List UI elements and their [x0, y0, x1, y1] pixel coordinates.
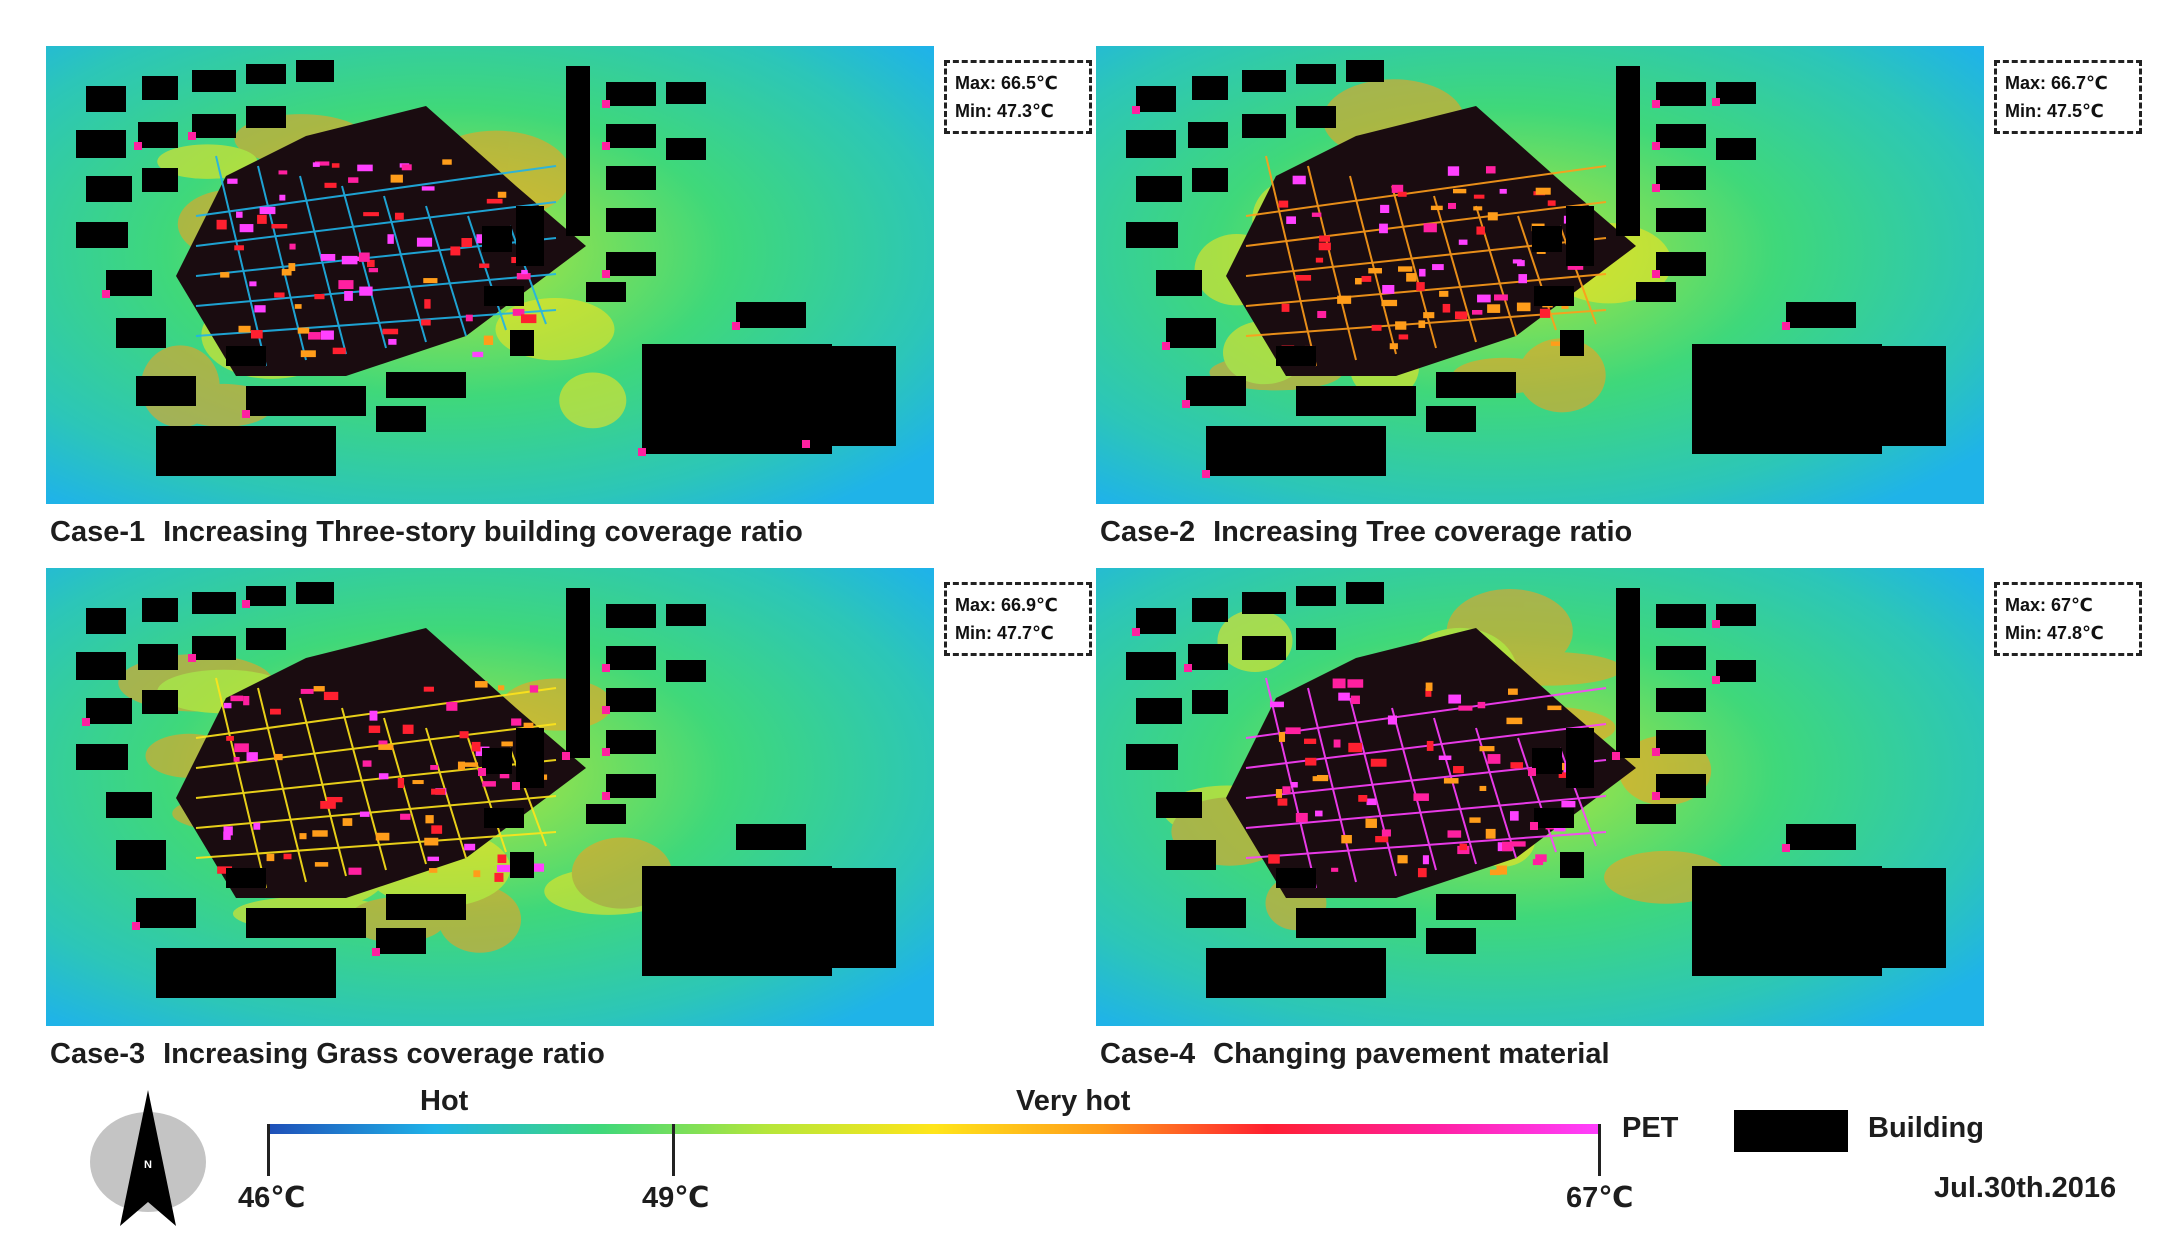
pet-map-case-4 — [1096, 568, 1984, 1026]
building-label: Building — [1868, 1112, 1984, 1144]
max-temperature: Max: 66.5℃ — [955, 73, 1058, 93]
pet-label: PET — [1622, 1112, 1679, 1144]
case-label: Case-1 — [50, 516, 146, 548]
case-label: Case-4 — [1100, 1038, 1196, 1070]
north-arrow-icon: N — [86, 1090, 216, 1235]
date-label: Jul.30th.2016 — [1934, 1172, 2117, 1204]
tick-49 — [672, 1124, 675, 1176]
panel-caption: Case-1 Increasing Three-story building co… — [50, 516, 803, 549]
tick-label-67: 67℃ — [1566, 1182, 1634, 1214]
panel-caption: Case-2 Increasing Tree coverage ratio — [1100, 516, 1632, 549]
tick-label-49: 49℃ — [642, 1182, 710, 1214]
min-temperature: Min: 47.8℃ — [2005, 623, 2104, 643]
case-label: Case-3 — [50, 1038, 146, 1070]
min-temperature: Min: 47.7℃ — [955, 623, 1054, 643]
temperature-range-box: Max: 67℃ Min: 47.8℃ — [1994, 582, 2142, 656]
temperature-range-box: Max: 66.5℃ Min: 47.3℃ — [944, 60, 1092, 134]
max-temperature: Max: 67℃ — [2005, 595, 2093, 615]
pet-color-scale — [268, 1124, 1600, 1134]
pet-map-case-3 — [46, 568, 934, 1026]
case-label: Case-2 — [1100, 516, 1196, 548]
case-title: Increasing Tree coverage ratio — [1213, 516, 1633, 548]
tick-46 — [267, 1124, 270, 1176]
panel-caption: Case-3 Increasing Grass coverage ratio — [50, 1038, 605, 1071]
min-temperature: Min: 47.3℃ — [955, 101, 1054, 121]
case-title: Increasing Grass coverage ratio — [163, 1038, 605, 1070]
tick-label-46: 46℃ — [238, 1182, 306, 1214]
pet-map-case-2 — [1096, 46, 1984, 504]
max-temperature: Max: 66.7℃ — [2005, 73, 2108, 93]
panel-caption: Case-4 Changing pavement material — [1100, 1038, 1610, 1071]
max-temperature: Max: 66.9℃ — [955, 595, 1058, 615]
zone-hot-label: Hot — [420, 1085, 469, 1117]
building-swatch — [1734, 1110, 1848, 1152]
temperature-range-box: Max: 66.9℃ Min: 47.7℃ — [944, 582, 1092, 656]
pet-map-case-1 — [46, 46, 934, 504]
zone-very-hot-label: Very hot — [1016, 1085, 1131, 1117]
case-title: Changing pavement material — [1213, 1038, 1610, 1070]
north-label: N — [144, 1159, 152, 1171]
case-title: Increasing Three-story building coverage… — [163, 516, 803, 548]
tick-67 — [1598, 1124, 1601, 1176]
min-temperature: Min: 47.5℃ — [2005, 101, 2104, 121]
temperature-range-box: Max: 66.7℃ Min: 47.5℃ — [1994, 60, 2142, 134]
